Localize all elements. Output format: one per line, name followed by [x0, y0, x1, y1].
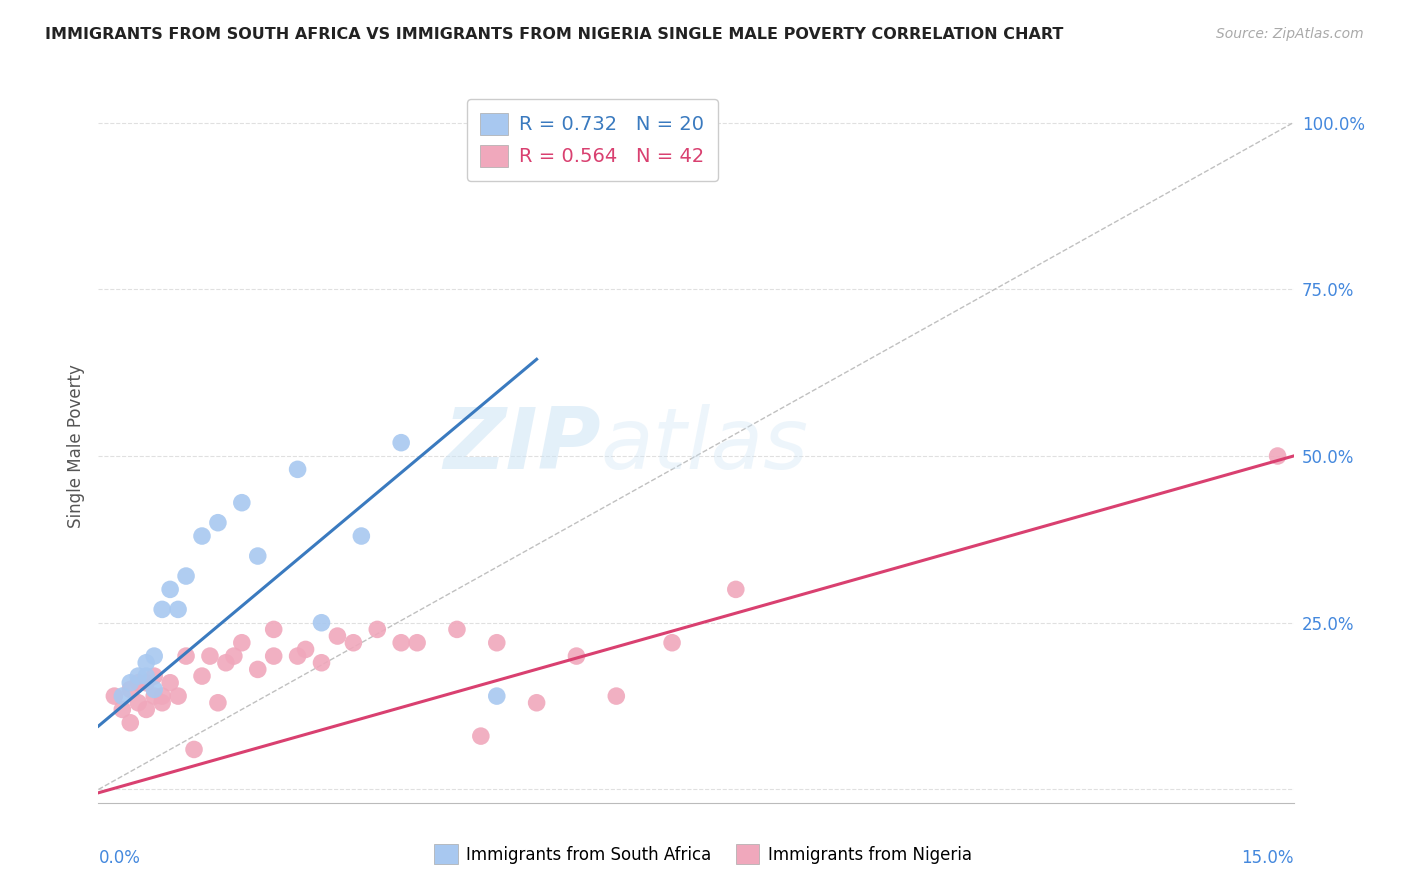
Point: [485, 689, 508, 703]
Point: [120, 715, 142, 730]
Point: [150, 602, 173, 616]
Y-axis label: Single Male Poverty: Single Male Poverty: [66, 364, 84, 528]
Point: [143, 682, 166, 697]
Point: [183, 742, 205, 756]
Text: atlas: atlas: [600, 404, 808, 488]
Point: [159, 582, 181, 597]
Point: [263, 649, 285, 664]
Text: 0.0%: 0.0%: [98, 849, 141, 867]
Point: [246, 662, 269, 676]
Point: [174, 569, 197, 583]
Point: [207, 516, 229, 530]
Point: [605, 689, 627, 703]
Point: [143, 689, 166, 703]
Point: [127, 696, 149, 710]
Point: [287, 462, 309, 476]
Point: [191, 529, 214, 543]
Point: [294, 642, 316, 657]
Point: [526, 696, 548, 710]
Point: [127, 669, 149, 683]
Point: [389, 636, 412, 650]
Point: [150, 696, 173, 710]
Point: [311, 656, 333, 670]
Point: [231, 636, 253, 650]
Point: [350, 529, 373, 543]
Text: 15.0%: 15.0%: [1241, 849, 1294, 867]
Point: [135, 656, 157, 670]
Point: [366, 623, 388, 637]
Text: IMMIGRANTS FROM SOUTH AFRICA VS IMMIGRANTS FROM NIGERIA SINGLE MALE POVERTY CORR: IMMIGRANTS FROM SOUTH AFRICA VS IMMIGRAN…: [45, 27, 1063, 42]
Point: [342, 636, 364, 650]
Point: [143, 649, 166, 664]
Point: [231, 496, 253, 510]
Point: [167, 689, 190, 703]
Point: [150, 689, 173, 703]
Point: [135, 675, 157, 690]
Point: [246, 549, 269, 563]
Point: [1267, 449, 1289, 463]
Point: [191, 669, 214, 683]
Point: [127, 675, 149, 690]
Legend: R = 0.732   N = 20, R = 0.564   N = 42: R = 0.732 N = 20, R = 0.564 N = 42: [467, 99, 718, 181]
Point: [406, 636, 429, 650]
Point: [485, 636, 508, 650]
Point: [103, 689, 125, 703]
Point: [159, 675, 181, 690]
Point: [724, 582, 747, 597]
Point: [120, 682, 142, 697]
Point: [661, 636, 683, 650]
Point: [135, 702, 157, 716]
Point: [389, 435, 412, 450]
Point: [111, 702, 134, 716]
Point: [446, 623, 468, 637]
Point: [198, 649, 221, 664]
Point: [135, 669, 157, 683]
Point: [207, 696, 229, 710]
Point: [167, 602, 190, 616]
Point: [143, 669, 166, 683]
Point: [326, 629, 349, 643]
Point: [565, 649, 588, 664]
Text: Source: ZipAtlas.com: Source: ZipAtlas.com: [1216, 27, 1364, 41]
Point: [111, 689, 134, 703]
Text: ZIP: ZIP: [443, 404, 600, 488]
Point: [287, 649, 309, 664]
Point: [174, 649, 197, 664]
Point: [215, 656, 238, 670]
Point: [470, 729, 492, 743]
Point: [222, 649, 245, 664]
Point: [311, 615, 333, 630]
Legend: Immigrants from South Africa, Immigrants from Nigeria: Immigrants from South Africa, Immigrants…: [427, 838, 979, 871]
Point: [263, 623, 285, 637]
Point: [120, 675, 142, 690]
